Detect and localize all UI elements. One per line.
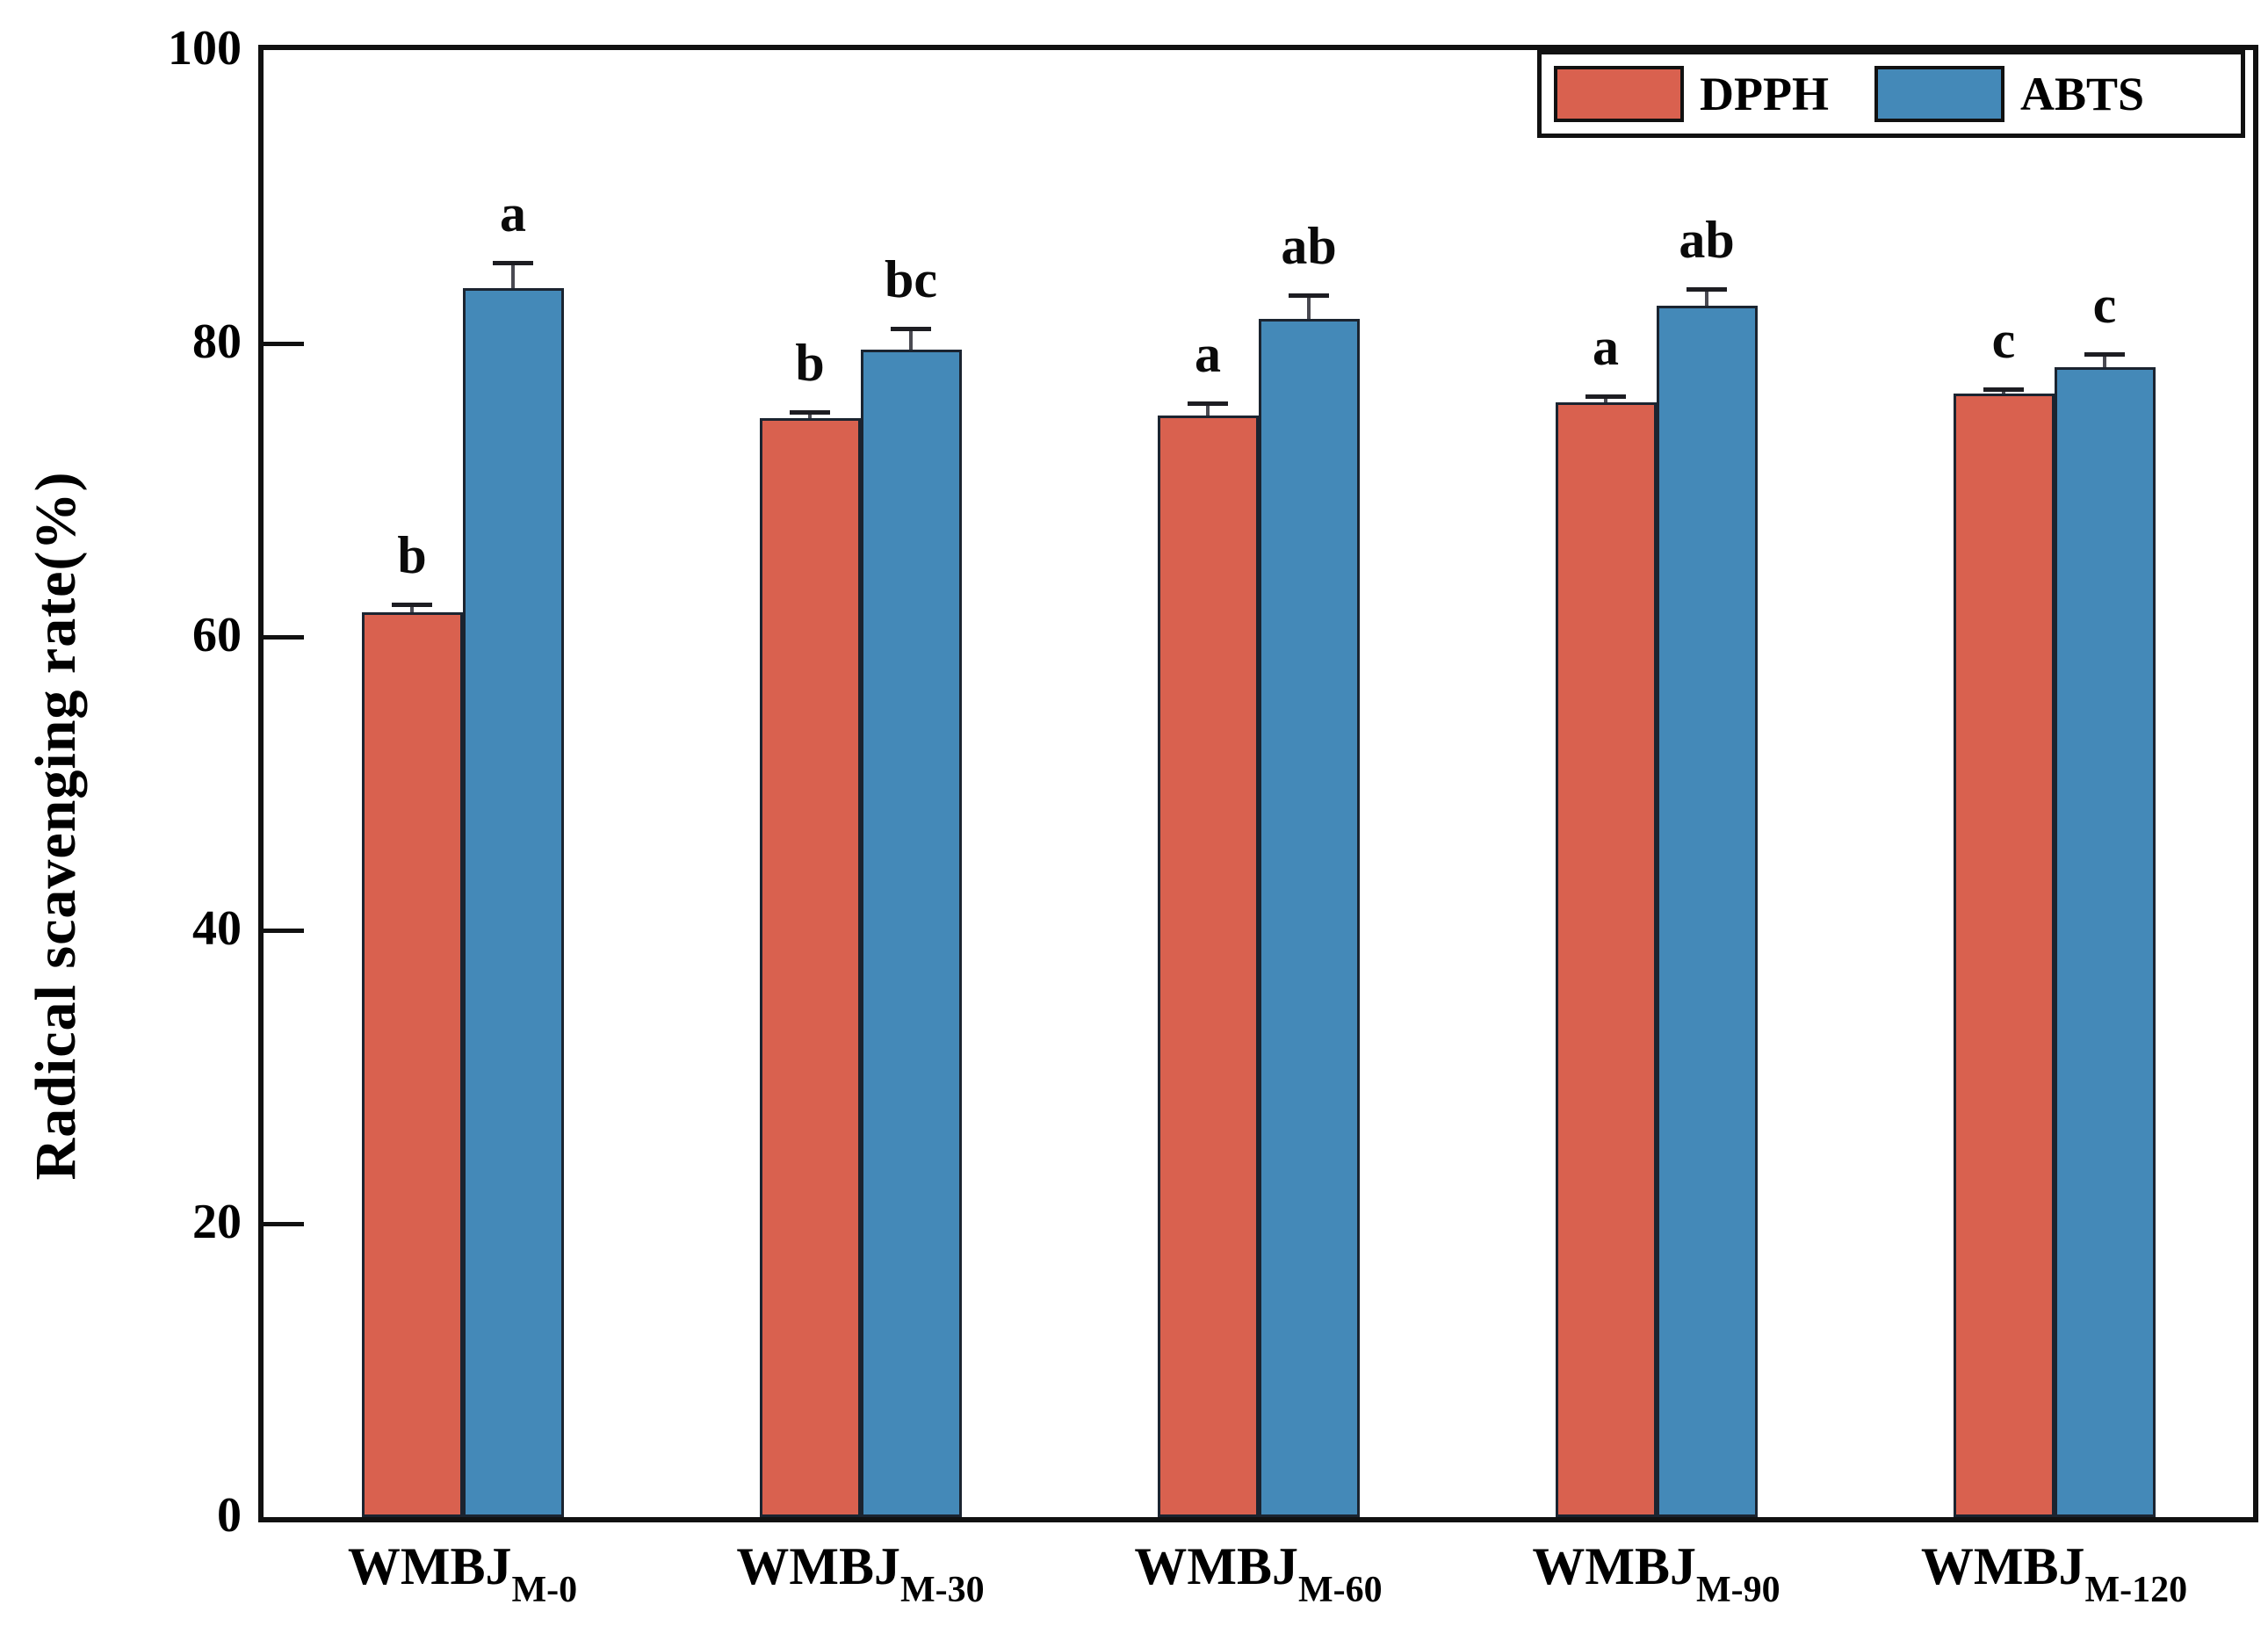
y-axis-title: Radical scavenging rate(%) — [24, 471, 88, 1181]
error-bar-cap-abts-1 — [891, 327, 931, 332]
error-bar-stem-dpph-1 — [808, 412, 812, 419]
error-bar-cap-dpph-3 — [1585, 394, 1626, 400]
bar-dpph-2 — [1157, 415, 1259, 1517]
y-tick-label-20: 20 — [192, 1195, 242, 1249]
bar-abts-0 — [462, 287, 564, 1517]
bar-abts-1 — [860, 349, 962, 1517]
bar-dpph-4 — [1953, 393, 2055, 1517]
error-bar-cap-abts-3 — [1687, 287, 1727, 293]
legend-swatch-abts — [1874, 66, 2004, 122]
y-tick-20 — [264, 1221, 304, 1226]
error-bar-cap-abts-4 — [2084, 351, 2125, 357]
sig-letter-dpph-4: c — [1991, 310, 2016, 369]
error-bar-stem-dpph-3 — [1604, 396, 1607, 402]
error-bar-stem-abts-2 — [1307, 294, 1311, 319]
bar-abts-2 — [1258, 318, 1360, 1517]
sig-letter-dpph-1: b — [795, 334, 825, 393]
legend-swatch-dpph — [1554, 66, 1684, 122]
legend-label-dpph: DPPH — [1700, 68, 1829, 120]
legend: DPPH ABTS — [1537, 50, 2245, 138]
sig-letter-abts-4: c — [2092, 275, 2117, 334]
error-bar-stem-dpph-0 — [410, 604, 414, 612]
x-category-base: WMBJ — [736, 1537, 900, 1595]
y-tick-label-40: 40 — [192, 901, 242, 956]
error-bar-stem-dpph-2 — [1206, 403, 1210, 416]
sig-letter-abts-2: ab — [1281, 216, 1337, 275]
x-category-base: WMBJ — [1134, 1537, 1298, 1595]
sig-letter-dpph-0: b — [397, 526, 427, 585]
x-category-base: WMBJ — [1532, 1537, 1696, 1595]
x-category-label-1: WMBJM-30 — [654, 1537, 1067, 1608]
y-tick-label-80: 80 — [192, 314, 242, 369]
y-tick-60 — [264, 634, 304, 640]
sig-letter-abts-1: bc — [885, 250, 937, 309]
error-bar-cap-dpph-2 — [1188, 401, 1228, 407]
y-tick-40 — [264, 928, 304, 933]
x-category-subscript: M-120 — [2084, 1570, 2188, 1610]
error-bar-stem-abts-3 — [1705, 289, 1708, 306]
bar-dpph-0 — [361, 611, 463, 1517]
bar-abts-4 — [2054, 366, 2156, 1517]
error-bar-cap-abts-0 — [493, 261, 533, 266]
x-category-base: WMBJ — [1920, 1537, 2085, 1595]
bar-dpph-1 — [759, 418, 861, 1517]
error-bar-cap-dpph-1 — [790, 410, 830, 416]
legend-label-abts: ABTS — [2019, 68, 2145, 120]
x-category-base: WMBJ — [347, 1537, 512, 1595]
error-bar-cap-abts-2 — [1289, 293, 1329, 298]
x-category-subscript: M-90 — [1696, 1570, 1780, 1610]
y-tick-80 — [264, 341, 304, 346]
error-bar-stem-abts-0 — [511, 263, 515, 288]
error-bar-cap-dpph-0 — [392, 603, 432, 608]
y-tick-label-0: 0 — [217, 1488, 242, 1543]
bar-abts-3 — [1656, 305, 1758, 1517]
error-bar-stem-abts-1 — [909, 329, 913, 350]
x-category-label-4: WMBJM-120 — [1848, 1537, 2261, 1608]
error-bar-stem-abts-4 — [2103, 353, 2106, 367]
bar-dpph-3 — [1555, 401, 1657, 1517]
sig-letter-abts-0: a — [500, 184, 526, 243]
y-tick-label-100: 100 — [168, 21, 242, 76]
x-category-label-0: WMBJM-0 — [256, 1537, 669, 1608]
x-category-subscript: M-60 — [1298, 1570, 1383, 1610]
x-category-label-2: WMBJM-60 — [1052, 1537, 1465, 1608]
sig-letter-abts-3: ab — [1679, 211, 1735, 270]
x-category-subscript: M-30 — [900, 1570, 985, 1610]
x-category-label-3: WMBJM-90 — [1450, 1537, 1863, 1608]
y-tick-label-60: 60 — [192, 608, 242, 662]
error-bar-cap-dpph-4 — [1983, 387, 2024, 392]
x-category-subscript: M-0 — [511, 1570, 578, 1610]
sig-letter-dpph-2: a — [1195, 325, 1221, 384]
plot-area: DPPH ABTS 0 20 40 60 80 100 b a WMBJM-0 b bc WMBJM-… — [168, 24, 2258, 1608]
sig-letter-dpph-3: a — [1593, 318, 1619, 377]
